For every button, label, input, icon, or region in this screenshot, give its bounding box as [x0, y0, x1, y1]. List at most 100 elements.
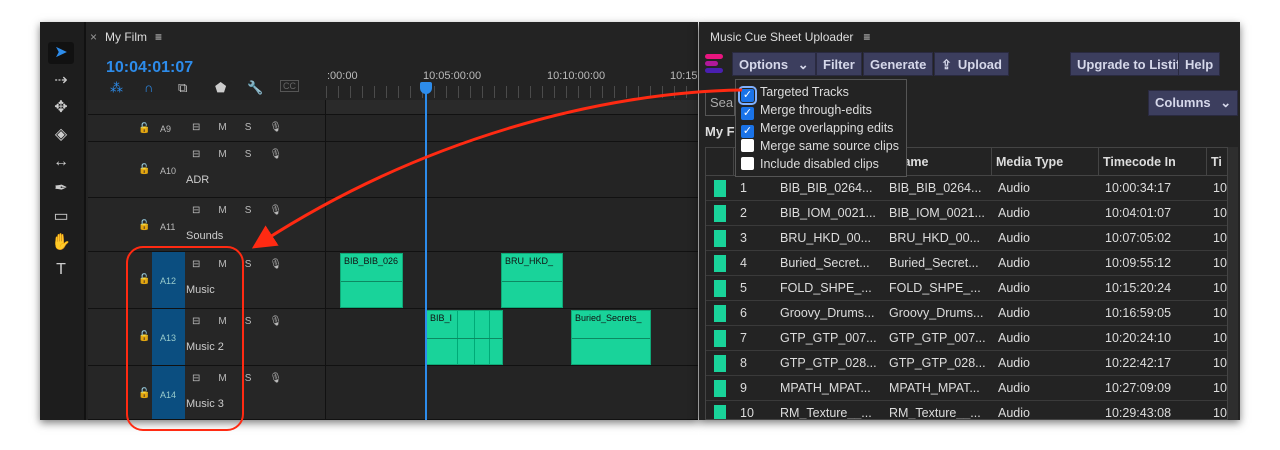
selection-tool-icon[interactable]: ➤ — [48, 42, 74, 64]
table-cell: Audio — [998, 356, 1030, 370]
menu-icon[interactable]: ≡ — [863, 30, 871, 44]
add-marker-icon[interactable]: ⬟ — [215, 80, 227, 95]
checkbox[interactable]: ✓ — [738, 86, 757, 105]
lock-icon[interactable]: 🔓 — [138, 331, 151, 342]
table-row[interactable]: 10 RM_Texture__... RM_Texture__... Audio 10:… — [706, 401, 1227, 420]
solo-button[interactable]: S — [244, 373, 252, 384]
track-id: A9 — [160, 124, 172, 134]
upgrade-button[interactable]: Upgrade to Listify — [1070, 52, 1195, 76]
track-A10: 🔓 A10 ⊟ M S 🎙 ADR — [88, 142, 698, 198]
razor-tool-icon[interactable]: ◈ — [54, 126, 68, 143]
table-cell: Audio — [998, 281, 1030, 295]
table-row[interactable]: 2 BIB_IOM_0021... BIB_IOM_0021... Audio 10:0… — [706, 201, 1227, 226]
linked-selection-icon[interactable]: ⧉ — [178, 80, 188, 95]
lock-icon[interactable]: 🔓 — [138, 274, 151, 285]
mic-icon[interactable]: 🎙 — [269, 373, 283, 384]
checkbox[interactable]: ✓ — [741, 125, 754, 138]
menu-item-label: Merge through-edits — [760, 103, 872, 117]
generate-button[interactable]: Generate — [863, 52, 934, 76]
hand-tool-icon[interactable]: ✋ — [51, 234, 71, 251]
solo-button[interactable]: S — [244, 259, 252, 270]
track-select-tool-icon[interactable]: ⇢ — [54, 72, 68, 89]
timecode-display[interactable]: 10:04:01:07 — [106, 59, 194, 76]
playhead-handle[interactable] — [420, 82, 432, 94]
sync-lock-icon[interactable]: ⊟ — [192, 149, 201, 160]
options-menu-item[interactable]: ✓ Merge through-edits — [741, 103, 872, 120]
wrench-icon[interactable]: 🔧 — [247, 80, 264, 95]
options-button[interactable]: Options ⌄ — [732, 52, 816, 76]
table-row[interactable]: 1 BIB_BIB_0264... BIB_BIB_0264... Audio 10:0… — [706, 176, 1227, 201]
solo-button[interactable]: S — [244, 149, 252, 160]
track-id: A11 — [160, 222, 176, 232]
table-row[interactable]: 3 BRU_HKD_00... BRU_HKD_00... Audio 10:07:05… — [706, 226, 1227, 251]
table-row[interactable]: 7 GTP_GTP_007... GTP_GTP_007... Audio 10:20:… — [706, 326, 1227, 351]
pen-tool-icon[interactable]: ✒ — [54, 180, 68, 197]
options-menu-item[interactable]: ✓ Merge overlapping edits — [741, 121, 893, 138]
nest-icon[interactable]: ⁂ — [110, 80, 123, 95]
table-cell: Audio — [998, 181, 1030, 195]
search-input[interactable]: Sea — [705, 90, 735, 116]
options-menu-item[interactable]: Merge same source clips — [741, 139, 899, 153]
snap-magnet-icon[interactable]: ∩ — [144, 80, 154, 95]
mic-icon[interactable]: 🎙 — [269, 122, 283, 133]
mic-icon[interactable]: 🎙 — [269, 205, 283, 216]
sync-lock-icon[interactable]: ⊟ — [192, 122, 201, 133]
audio-clip[interactable]: BIB_I — [426, 310, 503, 365]
lock-icon[interactable]: 🔓 — [138, 388, 151, 399]
table-scrollbar[interactable] — [1228, 147, 1238, 420]
audio-clip[interactable]: BRU_HKD_ — [501, 253, 563, 308]
mute-button[interactable]: M — [218, 205, 227, 216]
rectangle-tool-icon[interactable]: ▭ — [53, 208, 69, 225]
lock-icon[interactable]: 🔓 — [138, 164, 151, 175]
column-header[interactable]: Ti — [1207, 148, 1227, 176]
table-cell: BRU_HKD_00... — [889, 231, 981, 245]
close-icon[interactable]: × — [90, 30, 98, 44]
help-button[interactable]: Help — [1178, 52, 1221, 76]
mute-button[interactable]: M — [218, 373, 227, 384]
table-row[interactable]: 4 Buried_Secret... Buried_Secret... Audio 10… — [706, 251, 1227, 276]
audio-clip[interactable]: Buried_Secrets_ — [571, 310, 651, 365]
table-row[interactable]: 6 Groovy_Drums... Groovy_Drums... Audio 10:1… — [706, 301, 1227, 326]
column-header[interactable] — [706, 148, 734, 176]
table-cell: 10:16:59:05 — [1105, 306, 1172, 320]
checkbox[interactable] — [741, 139, 754, 152]
mic-icon[interactable]: 🎙 — [269, 149, 283, 160]
sync-lock-icon[interactable]: ⊟ — [192, 259, 201, 270]
columns-button[interactable]: Columns ⌄ — [1148, 90, 1239, 116]
sync-lock-icon[interactable]: ⊟ — [192, 205, 201, 216]
options-menu-item[interactable]: ✓ Targeted Tracks — [738, 85, 849, 105]
options-menu-item[interactable]: Include disabled clips — [741, 157, 879, 171]
table-cell: 10:29:43:08 — [1105, 406, 1172, 420]
mute-button[interactable]: M — [218, 122, 227, 133]
lock-icon[interactable]: 🔓 — [138, 220, 151, 231]
solo-button[interactable]: S — [244, 205, 252, 216]
table-row[interactable]: 9 MPATH_MPAT... MPATH_MPAT... Audio 10:27:09… — [706, 376, 1227, 401]
type-tool-icon[interactable]: T — [56, 261, 66, 278]
menu-icon[interactable]: ≡ — [155, 30, 163, 44]
sequence-tab[interactable]: × My Film ≡ — [90, 30, 162, 44]
solo-button[interactable]: S — [244, 316, 252, 327]
time-ruler[interactable] — [326, 86, 698, 98]
mute-button[interactable]: M — [218, 259, 227, 270]
mute-button[interactable]: M — [218, 149, 227, 160]
slip-tool-icon[interactable]: ↔ — [53, 153, 69, 170]
sync-lock-icon[interactable]: ⊟ — [192, 316, 201, 327]
audio-clip[interactable]: BIB_BIB_026 — [340, 253, 403, 308]
column-header[interactable]: Timecode In — [1099, 148, 1207, 176]
playhead-line[interactable] — [425, 82, 427, 420]
ripple-edit-tool-icon[interactable]: ✥ — [54, 99, 68, 116]
column-header[interactable]: Media Type — [992, 148, 1099, 176]
captions-icon[interactable]: CC — [280, 80, 299, 92]
sync-lock-icon[interactable]: ⊟ — [192, 373, 201, 384]
mute-button[interactable]: M — [218, 316, 227, 327]
checkbox[interactable]: ✓ — [741, 107, 754, 120]
solo-button[interactable]: S — [244, 122, 252, 133]
checkbox[interactable] — [741, 157, 754, 170]
table-row[interactable]: 8 GTP_GTP_028... GTP_GTP_028... Audio 10:22:… — [706, 351, 1227, 376]
upload-button[interactable]: ⇪ Upload — [934, 52, 1009, 76]
lock-icon[interactable]: 🔓 — [138, 123, 151, 134]
filter-button[interactable]: Filter — [816, 52, 862, 76]
table-row[interactable]: 5 FOLD_SHPE_... FOLD_SHPE_... Audio 10:15:20… — [706, 276, 1227, 301]
mic-icon[interactable]: 🎙 — [269, 316, 283, 327]
mic-icon[interactable]: 🎙 — [269, 259, 283, 270]
